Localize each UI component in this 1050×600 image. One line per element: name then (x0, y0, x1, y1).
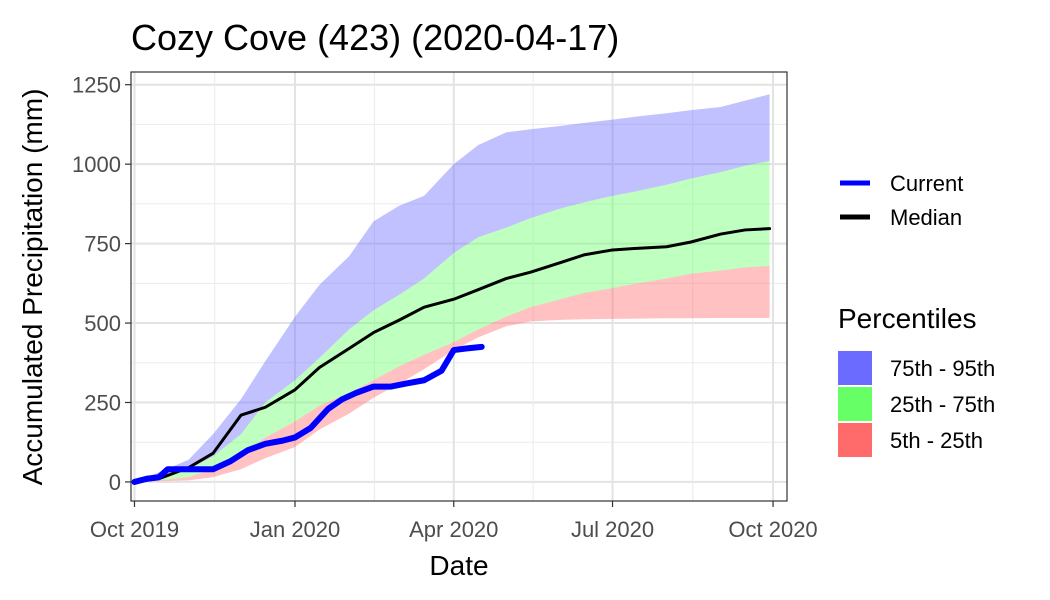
y-axis-title: Accumulated Precipitation (mm) (17, 89, 48, 486)
legend-title-percentiles: Percentiles (838, 303, 977, 334)
y-tick-label: 1250 (72, 73, 121, 98)
band-5-25 (134, 265, 770, 482)
y-tick-label: 1000 (72, 152, 121, 177)
plot-border (130, 71, 788, 502)
band-25-75 (134, 160, 770, 482)
chart-title: Cozy Cove (423) (2020-04-17) (131, 17, 619, 58)
x-tick-label: Oct 2019 (90, 517, 179, 542)
percentile-bands (134, 94, 770, 482)
legend-label-25-75: 25th - 75th (890, 392, 995, 417)
plot-panel (131, 72, 787, 501)
series-line-current (131, 343, 485, 485)
legend-label-75-95: 75th - 95th (890, 356, 995, 381)
legend-label-current: Current (890, 171, 963, 196)
y-tick-label: 250 (84, 390, 121, 415)
legend-label-median: Median (890, 205, 962, 230)
lines-legend: Current Median (840, 171, 963, 230)
x-axis-title: Date (429, 550, 488, 581)
x-tick-label: Apr 2020 (409, 517, 498, 542)
x-axis: Oct 2019 Jan 2020 Apr 2020 Jul 2020 Oct 2020 (90, 501, 818, 542)
percentiles-legend: Percentiles 75th - 95th 25th - 75th 5th … (838, 303, 995, 457)
grid-lines (131, 72, 787, 501)
legend-swatch-75-95 (838, 351, 872, 385)
y-tick-label: 0 (109, 470, 121, 495)
series-line-median (132, 227, 772, 484)
legend-swatch-25-75 (838, 387, 872, 421)
y-tick-label: 750 (84, 232, 121, 257)
y-tick-label: 500 (84, 311, 121, 336)
band-75-95 (134, 94, 770, 482)
legend-swatch-5-25 (838, 423, 872, 457)
x-tick-label: Jan 2020 (250, 517, 341, 542)
x-tick-label: Oct 2020 (728, 517, 817, 542)
series-lines (131, 227, 772, 485)
x-tick-label: Jul 2020 (571, 517, 654, 542)
y-axis: 0 250 500 750 1000 1250 (72, 73, 131, 495)
legend-label-5-25: 5th - 25th (890, 428, 983, 453)
